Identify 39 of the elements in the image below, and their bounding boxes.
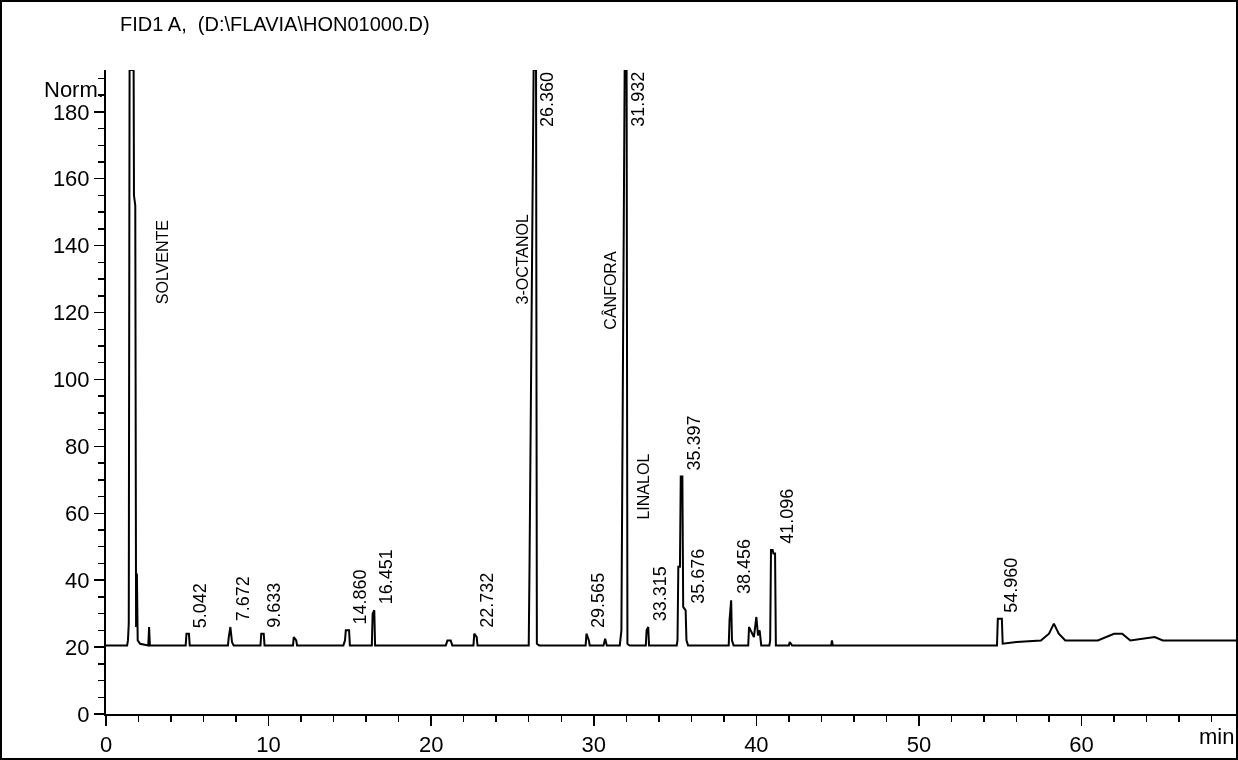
annotation: 14.860 xyxy=(349,569,370,625)
annotation: 38.456 xyxy=(733,538,754,595)
y-tick-label: 100 xyxy=(52,367,90,393)
y-tick-label: 20 xyxy=(65,634,90,660)
chart-title: FID1 A, (D:\FLAVIA\HON01000.D) xyxy=(120,13,430,35)
annotation: LINALOL xyxy=(634,453,652,520)
annotation: 3-OCTANOL xyxy=(513,214,531,305)
annotation: 7.672 xyxy=(233,576,254,622)
annotation: 31.932 xyxy=(627,71,648,127)
y-tick-label: 0 xyxy=(77,701,90,727)
x-tick-label: 10 xyxy=(256,732,281,758)
y-tick-label: 160 xyxy=(52,166,90,192)
annotation: CÂNFORA xyxy=(600,251,619,330)
x-tick-label: 30 xyxy=(581,732,607,758)
annotation: SOLVENTE xyxy=(154,220,172,305)
y-tick-label: 120 xyxy=(52,300,90,326)
annotation: 54.960 xyxy=(1001,557,1022,613)
y-tick-label: 180 xyxy=(52,99,90,125)
annotation: 29.565 xyxy=(588,572,609,628)
x-tick-label: 0 xyxy=(99,732,113,758)
y-tick-label: 140 xyxy=(52,233,90,259)
x-tick-label: 50 xyxy=(906,732,932,758)
annotation: 5.042 xyxy=(189,583,210,629)
x-tick-label: 20 xyxy=(418,732,444,758)
y-axis-title: Norm. xyxy=(44,77,104,102)
annotation: 35.397 xyxy=(683,415,704,471)
annotation: 41.096 xyxy=(776,488,797,544)
x-axis-title: min xyxy=(1199,724,1235,749)
x-tick-label: 60 xyxy=(1069,732,1094,758)
annotation: 9.633 xyxy=(264,582,285,628)
annotation: 22.732 xyxy=(477,572,498,628)
y-tick-label: 80 xyxy=(65,434,90,460)
annotation: 16.451 xyxy=(375,549,396,605)
x-tick-label: 40 xyxy=(744,732,769,758)
annotation: 33.315 xyxy=(650,566,671,622)
annotation: 35.676 xyxy=(688,548,709,604)
annotation: 26.360 xyxy=(537,72,558,128)
y-tick-label: 60 xyxy=(65,500,90,526)
y-tick-label: 40 xyxy=(65,567,90,593)
